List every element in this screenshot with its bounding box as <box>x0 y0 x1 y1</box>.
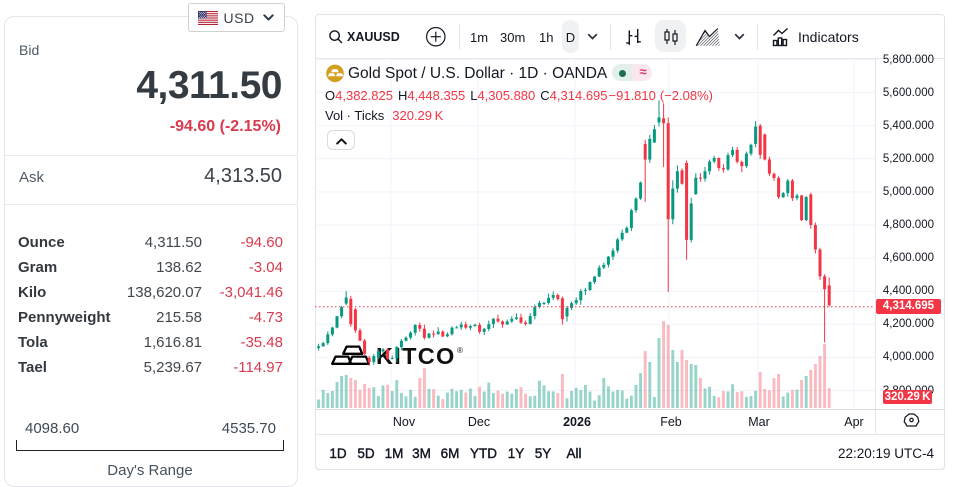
svg-text:®: ® <box>457 346 463 355</box>
